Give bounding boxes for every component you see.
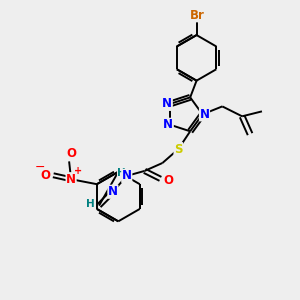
Text: N: N xyxy=(66,173,76,186)
Text: H: H xyxy=(86,199,94,208)
Text: H: H xyxy=(118,168,126,178)
Text: N: N xyxy=(108,185,118,198)
Text: O: O xyxy=(66,147,76,160)
Text: S: S xyxy=(174,142,182,156)
Text: −: − xyxy=(35,161,46,174)
Text: O: O xyxy=(164,174,173,187)
Text: N: N xyxy=(200,108,209,121)
Text: N: N xyxy=(122,169,132,182)
Text: O: O xyxy=(40,169,50,182)
Text: +: + xyxy=(74,166,82,176)
Text: N: N xyxy=(162,98,172,110)
Text: N: N xyxy=(163,118,173,131)
Text: Br: Br xyxy=(190,9,205,22)
